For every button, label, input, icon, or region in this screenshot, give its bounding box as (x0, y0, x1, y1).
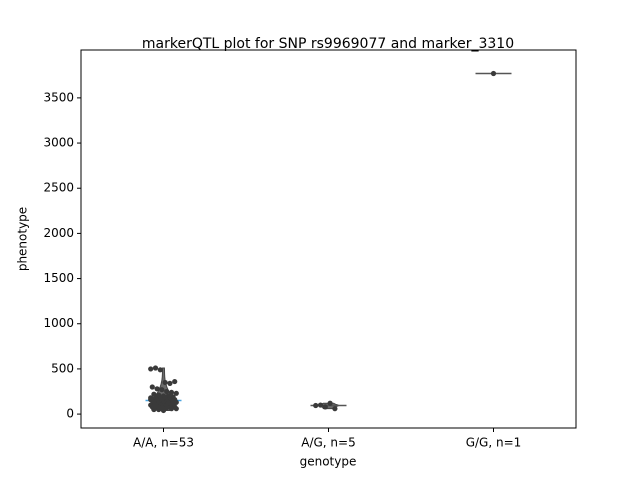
point (149, 384, 155, 390)
x-tick-label: A/G, n=5 (301, 436, 355, 450)
x-axis-label: genotype (300, 455, 357, 469)
point (173, 390, 179, 396)
point (313, 402, 319, 409)
point (151, 406, 157, 413)
point (165, 400, 171, 406)
point (160, 407, 167, 414)
point (152, 365, 159, 371)
point (170, 398, 176, 405)
point (159, 387, 165, 393)
point (172, 378, 178, 385)
y-tick-label: 0 (66, 407, 74, 421)
point (173, 406, 179, 412)
point (164, 388, 170, 395)
y-tick-label: 2500 (43, 181, 74, 195)
point (148, 397, 154, 403)
y-tick-label: 1000 (43, 316, 74, 330)
point (317, 402, 324, 408)
point (168, 406, 175, 412)
point (152, 402, 159, 408)
point (156, 406, 162, 413)
chart-title: markerQTL plot for SNP rs9969077 and mar… (142, 36, 514, 52)
y-tick-label: 2000 (43, 226, 74, 240)
point (327, 400, 333, 406)
point (332, 406, 338, 412)
y-tick-label: 3000 (43, 136, 74, 150)
point (157, 367, 163, 373)
point (154, 386, 160, 392)
point (148, 366, 154, 372)
point (162, 379, 168, 386)
y-axis-label: phenotype (16, 207, 30, 271)
y-tick-label: 3500 (43, 90, 74, 104)
point (167, 380, 173, 386)
point (168, 389, 175, 396)
x-tick-label: G/G, n=1 (466, 436, 522, 450)
x-tick-label: A/A, n=53 (133, 436, 194, 450)
y-tick-label: 1500 (43, 271, 74, 285)
point (490, 70, 497, 77)
point (322, 404, 328, 410)
plot-frame (80, 49, 577, 429)
y-tick-label: 500 (51, 361, 74, 375)
